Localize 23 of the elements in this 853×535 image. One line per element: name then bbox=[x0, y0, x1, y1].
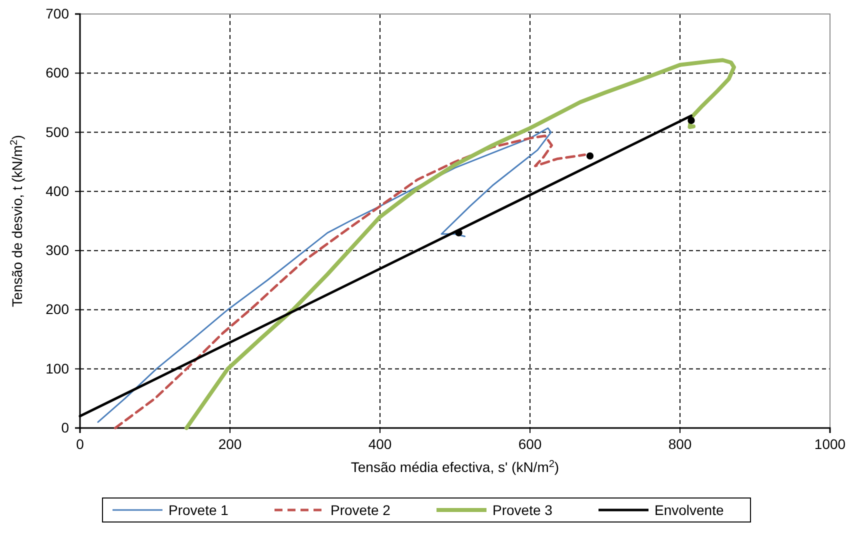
legend-label: Provete 3 bbox=[492, 502, 553, 518]
x-tick-label: 600 bbox=[518, 436, 542, 452]
y-tick-label: 0 bbox=[61, 419, 70, 436]
legend-label: Provete 1 bbox=[168, 502, 229, 518]
y-tick-label: 500 bbox=[46, 124, 70, 140]
point bbox=[455, 229, 462, 236]
line-series bbox=[184, 58, 736, 430]
x-tick-label: 0 bbox=[76, 436, 84, 452]
point bbox=[586, 152, 594, 160]
x-tick-label: 800 bbox=[668, 436, 692, 452]
legend-label: Envolvente bbox=[654, 502, 724, 518]
y-tick-label: 700 bbox=[46, 5, 70, 22]
y-tick-label: 100 bbox=[46, 360, 70, 376]
y-tick-label: 400 bbox=[46, 182, 70, 199]
y-tick-label: 300 bbox=[46, 242, 70, 258]
x-tick-label: 1000 bbox=[814, 436, 846, 452]
x-axis-title: Tensão média efectiva, s' (kN/m$^{2}$) bbox=[350, 458, 560, 475]
x-tick-label: 200 bbox=[218, 436, 242, 452]
legend-label: Provete 2 bbox=[330, 502, 391, 518]
y-tick-label: 200 bbox=[46, 301, 70, 318]
y-tick-label: 600 bbox=[46, 64, 70, 81]
point bbox=[688, 116, 695, 124]
x-tick-label: 400 bbox=[368, 436, 392, 452]
